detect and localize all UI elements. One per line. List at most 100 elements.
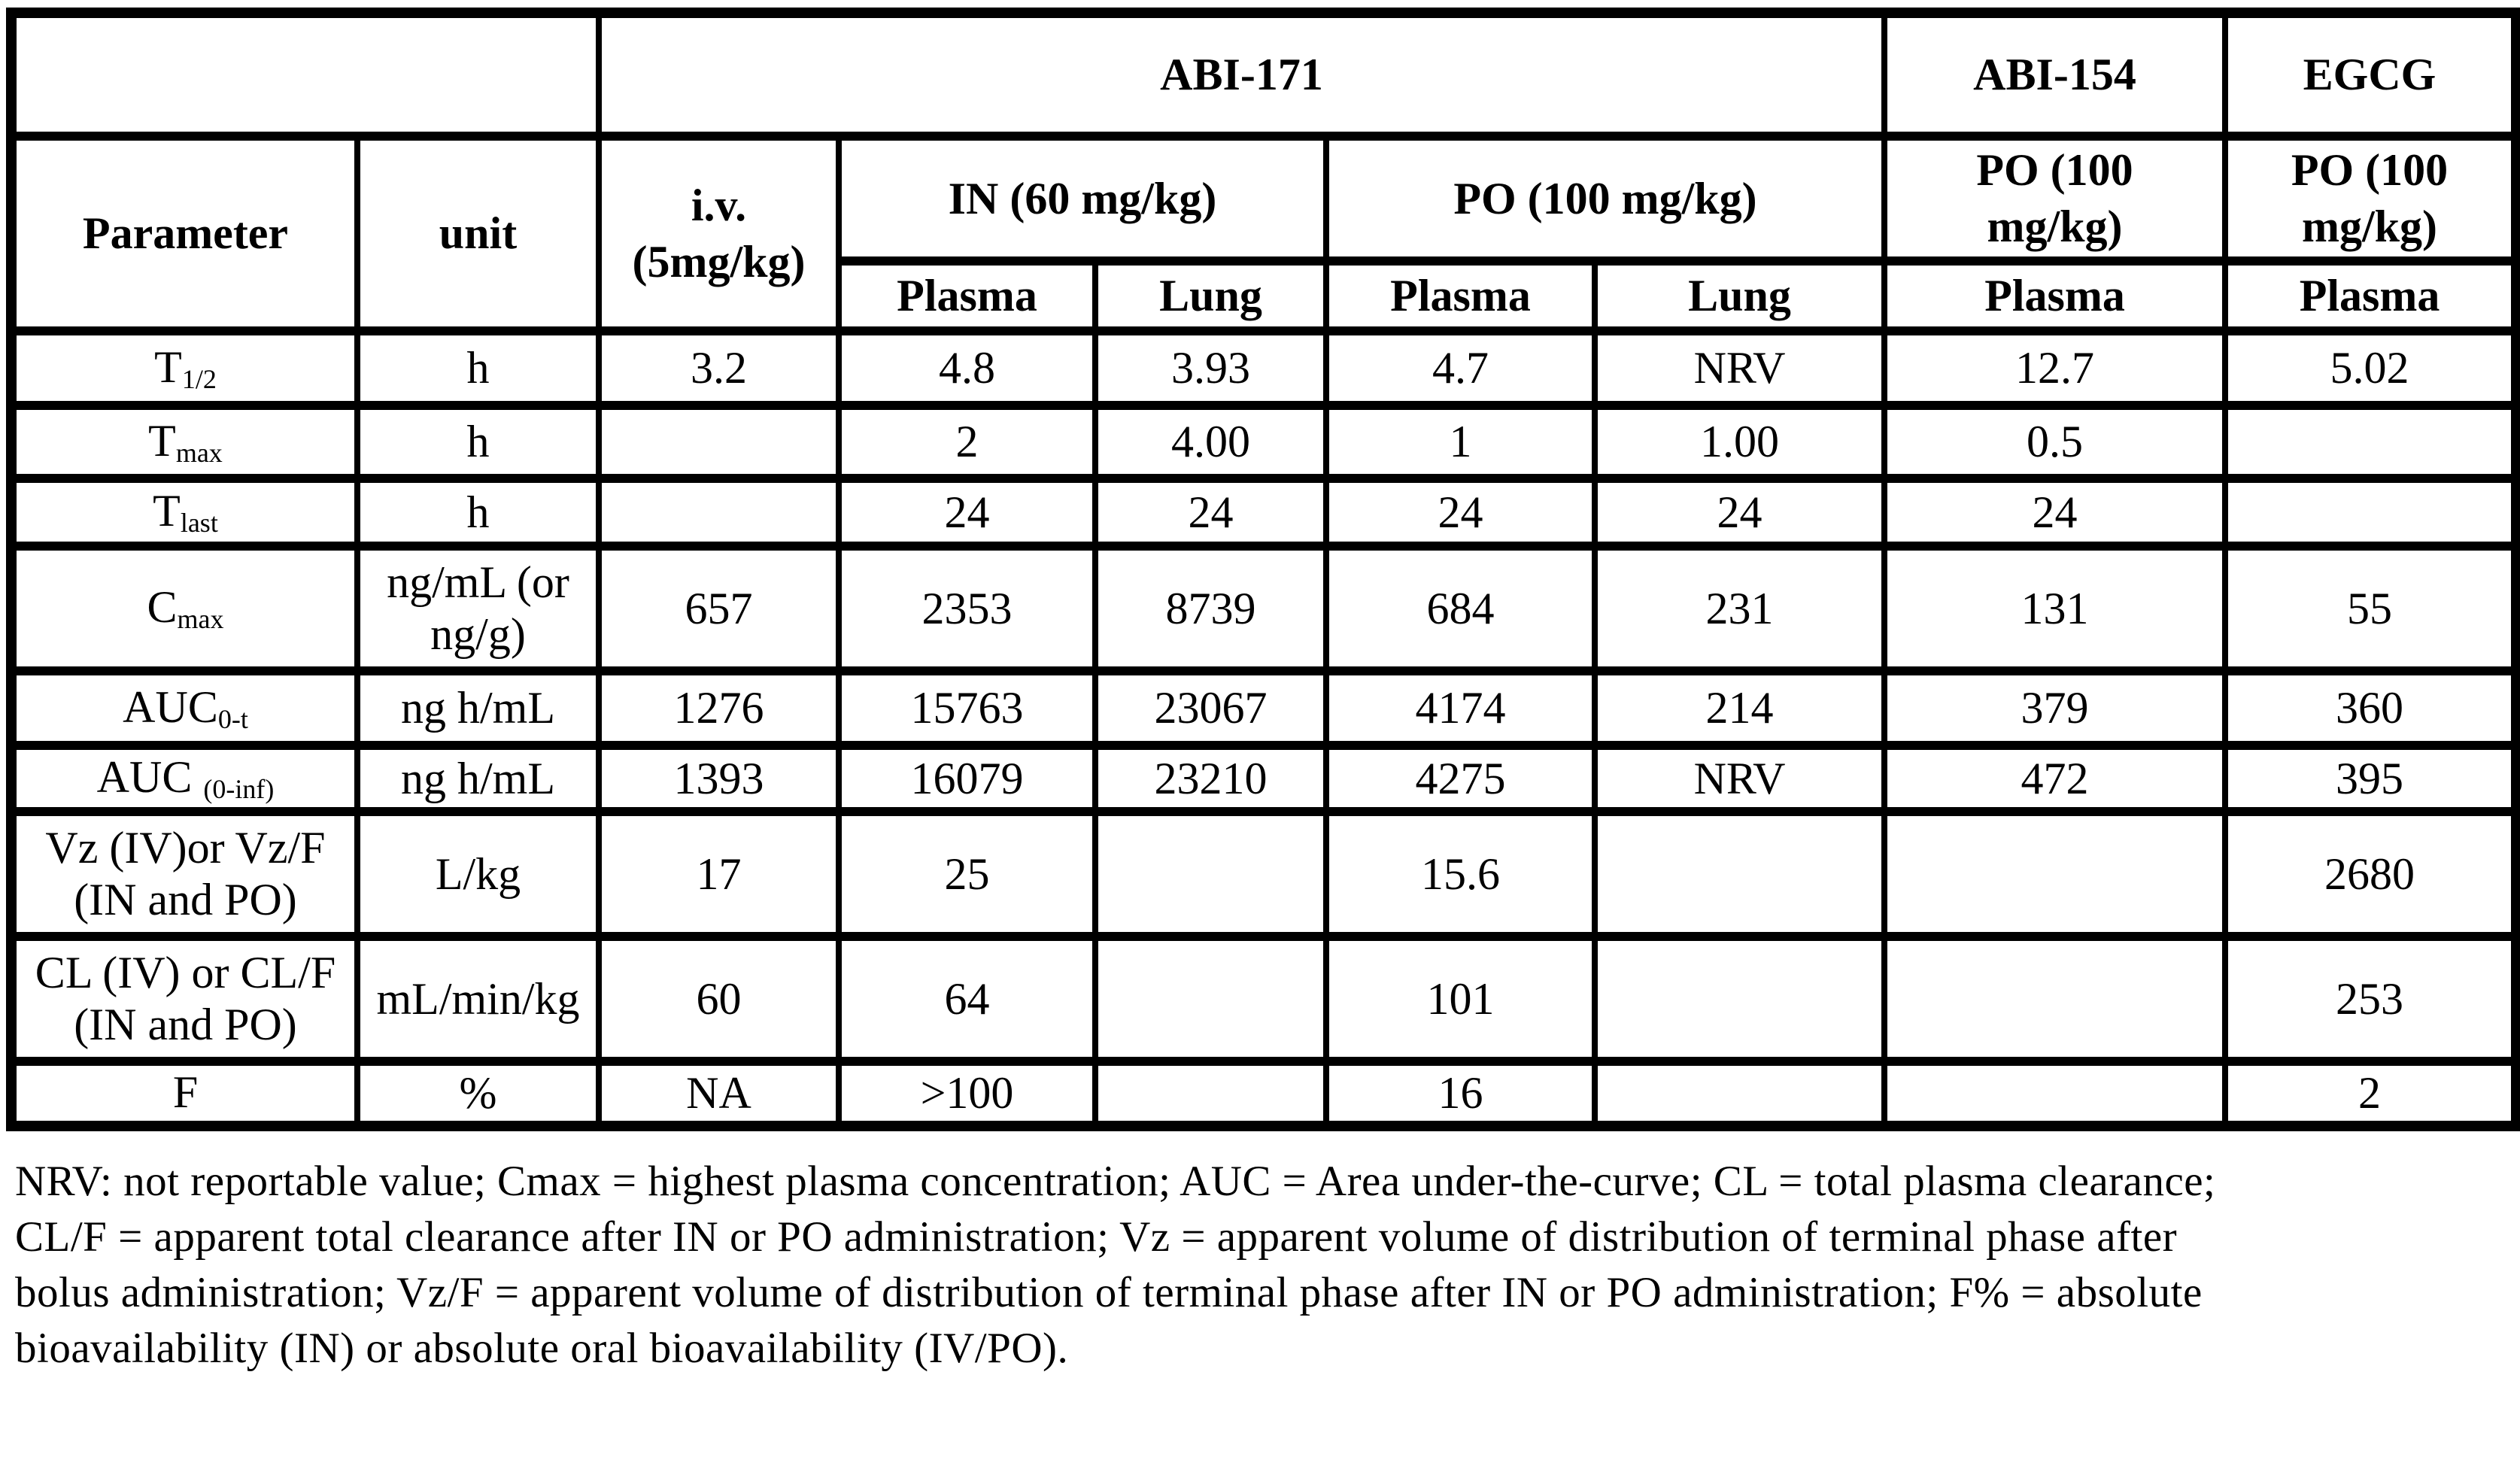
- value-cell: 2680: [2222, 807, 2517, 936]
- value-cell: 8739: [1092, 542, 1326, 671]
- iv-dose-header: i.v. (5mg/kg): [596, 132, 839, 331]
- value-cell: 17: [596, 807, 839, 936]
- value-cell: 1.00: [1591, 401, 1885, 478]
- unit-cell: L/kg: [354, 807, 599, 936]
- egcg-dose-header: PO (100 mg/kg): [2222, 132, 2517, 261]
- value-cell: [1092, 807, 1326, 936]
- table-row-cmax: Cmax ng/mL (or ng/g) 657 2353 8739 684 2…: [8, 542, 2517, 671]
- egcg-dose-line2: mg/kg): [2302, 202, 2438, 251]
- abi154-dose-header: PO (100 mg/kg): [1881, 132, 2226, 261]
- footnote-line: bolus administration; Vz/F = apparent vo…: [15, 1269, 2203, 1317]
- value-cell: 16079: [836, 741, 1095, 812]
- value-cell: 214: [1591, 666, 1885, 745]
- value-cell: 23210: [1092, 741, 1326, 812]
- param-cell: Tmax: [8, 401, 357, 478]
- group-header-abi154: ABI-154: [1881, 8, 2226, 136]
- value-cell: 4.00: [1092, 401, 1326, 478]
- value-cell: 24: [1323, 474, 1595, 546]
- value-cell: 15763: [836, 666, 1095, 745]
- value-cell: NA: [596, 1056, 839, 1127]
- group-header-abi171: ABI-171: [595, 8, 1885, 136]
- value-cell: 16: [1323, 1056, 1595, 1127]
- value-cell: [1092, 932, 1326, 1061]
- value-cell: 60: [596, 932, 839, 1061]
- subheader-in-lung: Lung: [1092, 256, 1326, 331]
- value-cell: 15.6: [1323, 807, 1595, 936]
- value-cell: 657: [596, 542, 839, 671]
- value-cell: 12.7: [1881, 326, 2226, 405]
- param-cell: F: [8, 1056, 357, 1127]
- param-cell: Tlast: [8, 474, 357, 546]
- table-row-vz: Vz (IV)or Vz/F (IN and PO) L/kg 17 25 15.…: [8, 807, 2517, 936]
- value-cell: 24: [1591, 474, 1885, 546]
- value-cell: [1591, 1056, 1885, 1127]
- abi154-dose-line2: mg/kg): [1987, 202, 2123, 251]
- param-cell: CL (IV) or CL/F (IN and PO): [8, 932, 357, 1061]
- param-cell: Vz (IV)or Vz/F (IN and PO): [8, 807, 357, 936]
- table-row-f: F % NA >100 16 2: [8, 1056, 2517, 1127]
- unit-cell: %: [354, 1056, 599, 1127]
- value-cell: 4275: [1323, 741, 1595, 812]
- value-cell: [1881, 932, 2226, 1061]
- table-row-cl: CL (IV) or CL/F (IN and PO) mL/min/kg 60 …: [8, 932, 2517, 1061]
- iv-dose-line1: i.v.: [691, 180, 747, 230]
- value-cell: 23067: [1092, 666, 1326, 745]
- value-cell: 2353: [836, 542, 1095, 671]
- matrix-header-row: Plasma Lung Plasma Lung Plasma Plasma: [11, 256, 2517, 331]
- value-cell: [1881, 807, 2226, 936]
- value-cell: [596, 401, 839, 478]
- value-cell: [1881, 1056, 2226, 1127]
- footnote-line: CL/F = apparent total clearance after IN…: [15, 1213, 2178, 1261]
- value-cell: [1591, 807, 1885, 936]
- table-row-auc0inf: AUC (0-inf) ng h/mL 1393 16079 23210 427…: [8, 741, 2517, 812]
- value-cell: 253: [2222, 932, 2517, 1061]
- value-cell: 3.93: [1092, 326, 1326, 405]
- subheader-in-plasma: Plasma: [836, 256, 1095, 331]
- unit-cell: ng h/mL: [354, 666, 599, 745]
- value-cell: 4174: [1323, 666, 1595, 745]
- unit-cell: h: [354, 326, 599, 405]
- unit-column-header: unit: [354, 132, 599, 331]
- value-cell: [1092, 1056, 1326, 1127]
- group-header-egcg: EGCG: [2222, 8, 2517, 136]
- footnote-line: bioavailability (IN) or absolute oral bi…: [15, 1325, 1069, 1373]
- value-cell: [2222, 401, 2517, 478]
- value-cell: 64: [836, 932, 1095, 1061]
- unit-cell: h: [354, 474, 599, 546]
- value-cell: NRV: [1591, 326, 1885, 405]
- iv-dose-line2: (5mg/kg): [632, 236, 806, 287]
- subheader-egcg-plasma: Plasma: [2222, 256, 2517, 331]
- footnote-line: NRV: not reportable value; Cmax = highes…: [15, 1158, 2216, 1206]
- param-cell: AUC0-t: [8, 666, 357, 745]
- value-cell: [2222, 474, 2517, 546]
- param-cell: AUC (0-inf): [8, 741, 357, 812]
- value-cell: 2: [836, 401, 1095, 478]
- po-dose-header: PO (100 mg/kg): [1322, 132, 1885, 261]
- unit-cell: h: [354, 401, 599, 478]
- value-cell: 24: [1881, 474, 2226, 546]
- group-header-row: ABI-171 ABI-154 EGCG: [8, 8, 2517, 136]
- value-cell: 3.2: [596, 326, 839, 405]
- value-cell: [1591, 932, 1885, 1061]
- value-cell: 25: [836, 807, 1095, 936]
- unit-cell: mL/min/kg: [354, 932, 599, 1061]
- value-cell: 360: [2222, 666, 2517, 745]
- unit-cell: ng/mL (or ng/g): [354, 542, 599, 671]
- value-cell: 1: [1323, 401, 1595, 478]
- in-dose-header: IN (60 mg/kg): [836, 132, 1326, 261]
- value-cell: 24: [836, 474, 1095, 546]
- table-footnote: NRV: not reportable value; Cmax = highes…: [15, 1154, 2505, 1376]
- table-row-tlast: Tlast h 24 24 24 24 24: [8, 474, 2517, 546]
- value-cell: 2: [2222, 1056, 2517, 1127]
- value-cell: 1393: [596, 741, 839, 812]
- dose-header-row: Parameter unit i.v. (5mg/kg) IN (60 mg/k…: [8, 132, 2517, 331]
- value-cell: 472: [1881, 741, 2226, 812]
- pk-parameters-table: ABI-171 ABI-154 EGCG Parameter unit i.v.…: [6, 8, 2520, 1132]
- subheader-po-plasma: Plasma: [1323, 256, 1595, 331]
- subheader-abi154-plasma: Plasma: [1881, 256, 2226, 331]
- value-cell: 684: [1323, 542, 1595, 671]
- egcg-dose-line1: PO (100: [2291, 145, 2449, 195]
- value-cell: 101: [1323, 932, 1595, 1061]
- value-cell: 5.02: [2222, 326, 2517, 405]
- blank-corner-cell: [8, 8, 599, 136]
